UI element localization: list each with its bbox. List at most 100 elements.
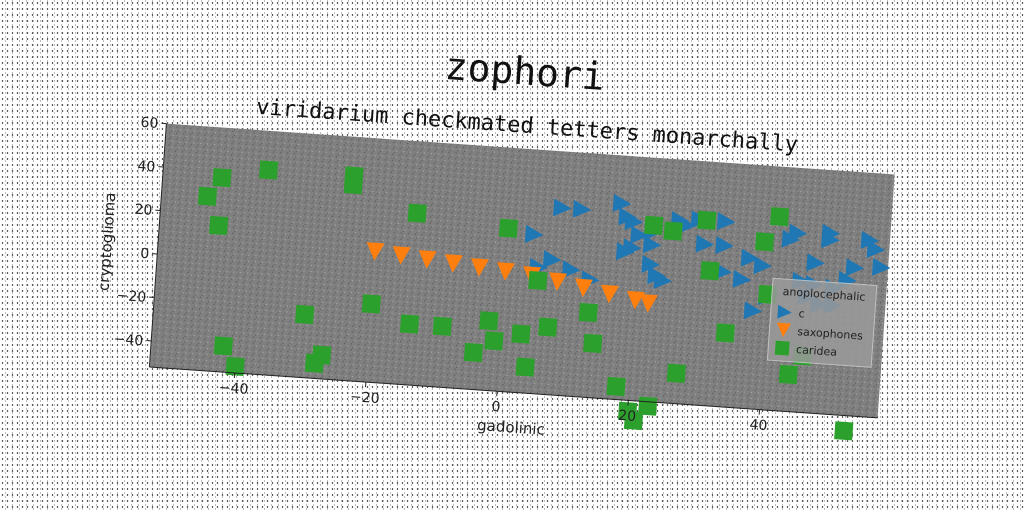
data-point-c-23 [806,253,825,272]
data-point-c-10 [653,270,673,289]
data-point-saxophones-1 [392,246,411,265]
data-point-saxophones-7 [549,272,568,291]
x-tick-label: −40 [218,380,249,398]
legend-marker-c [777,304,792,319]
y-axis-line [148,123,167,368]
data-point-c-5 [624,212,644,231]
y-tick-label: −20 [116,288,147,306]
data-point-saxophones-10 [626,290,645,310]
legend-label-c: c [798,307,805,320]
y-tick-label: 40 [137,158,156,175]
data-point-saxophones-4 [471,258,489,277]
data-point-c-6 [642,235,662,254]
data-point-caridea-12 [407,203,427,223]
data-point-caridea-23 [578,302,598,323]
data-point-c-41 [781,229,801,248]
series-saxophones [366,242,658,313]
data-point-caridea-37 [769,207,790,227]
data-point-c-1 [572,199,592,218]
data-point-c-30 [860,230,880,249]
x-axis-label: gadolinic [477,416,546,439]
data-point-caridea-30 [663,221,683,241]
data-point-c-40 [743,301,763,320]
legend-marker-saxophones [776,322,791,338]
data-point-c-18 [753,256,772,275]
x-tick-label: 0 [491,399,501,416]
data-point-caridea-34 [715,323,735,343]
data-point-c-44 [866,240,886,258]
data-point-caridea-24 [583,333,603,353]
legend-box [766,277,878,368]
data-point-caridea-17 [484,331,504,351]
data-point-caridea-14 [432,316,452,336]
series-caridea [197,160,854,441]
axes-layer: −40 −20 0 20 40 −40 −20 0 20 40 60 [113,115,878,434]
data-point-saxophones-0 [366,242,385,261]
x-tick-label: −20 [349,389,380,407]
data-point-caridea-25 [606,376,626,397]
data-point-caridea-10 [343,175,363,195]
data-point-c-17 [740,248,760,267]
data-point-c-36 [615,242,635,261]
legend-label-saxophones: saxophones [797,325,864,343]
data-point-c-29 [845,258,865,277]
data-point-c-31 [524,224,544,243]
data-point-c-45 [871,257,891,276]
data-point-caridea-8 [312,345,332,365]
data-point-c-37 [630,225,649,244]
data-point-caridea-21 [528,270,548,291]
series-layer [197,160,891,441]
y-tick-label: −40 [113,331,144,349]
data-point-c-8 [641,254,660,273]
chart-title: zophori [443,44,606,99]
y-tick-label: 0 [140,246,150,263]
data-point-caridea-18 [498,218,519,238]
data-point-c-14 [716,212,736,231]
x-tick-label: 20 [618,408,637,425]
data-point-caridea-20 [515,357,535,377]
y-tick-label: 60 [140,115,159,132]
data-point-caridea-15 [463,342,484,363]
data-point-caridea-3 [213,336,233,356]
x-tick-label: 40 [749,417,768,434]
data-point-caridea-6 [295,304,315,325]
data-point-saxophones-8 [575,278,594,298]
data-point-saxophones-11 [639,293,658,313]
legend-title: anoplocephalic [782,285,866,304]
data-point-caridea-35 [755,232,775,252]
data-point-saxophones-2 [418,250,437,269]
data-point-c-16 [732,269,752,288]
data-point-caridea-32 [697,210,717,230]
data-point-caridea-5 [259,160,279,180]
data-point-saxophones-5 [497,262,516,281]
legend-marker-caridea [774,340,790,356]
data-point-c-15 [715,236,734,254]
chart-rotated-group: zophori viridarium checkmated tetters mo… [95,44,895,441]
data-point-caridea-22 [538,317,558,337]
x-axis-line [149,366,878,419]
data-point-caridea-29 [638,396,658,416]
y-tick-label: 20 [134,202,153,219]
data-point-caridea-11 [361,294,381,314]
data-point-caridea-19 [511,324,531,344]
data-point-c-26 [821,230,840,249]
plot-noise [149,123,895,418]
data-point-caridea-16 [479,311,499,331]
legend-label-caridea: caridea [796,343,838,359]
data-point-caridea-4 [225,356,245,377]
data-point-saxophones-9 [600,284,619,304]
data-point-caridea-31 [666,363,686,383]
data-point-caridea-33 [700,261,720,281]
data-point-c-33 [542,250,562,269]
y-axis-label: cryptoglioma [95,192,120,292]
data-point-caridea-40 [834,421,854,441]
data-point-caridea-13 [399,314,420,334]
data-point-caridea-2 [212,168,232,188]
data-point-c-13 [695,234,715,253]
data-point-caridea-38 [778,364,798,385]
data-point-c-0 [553,198,572,217]
data-point-caridea-0 [197,186,218,206]
data-point-caridea-28 [644,215,664,235]
